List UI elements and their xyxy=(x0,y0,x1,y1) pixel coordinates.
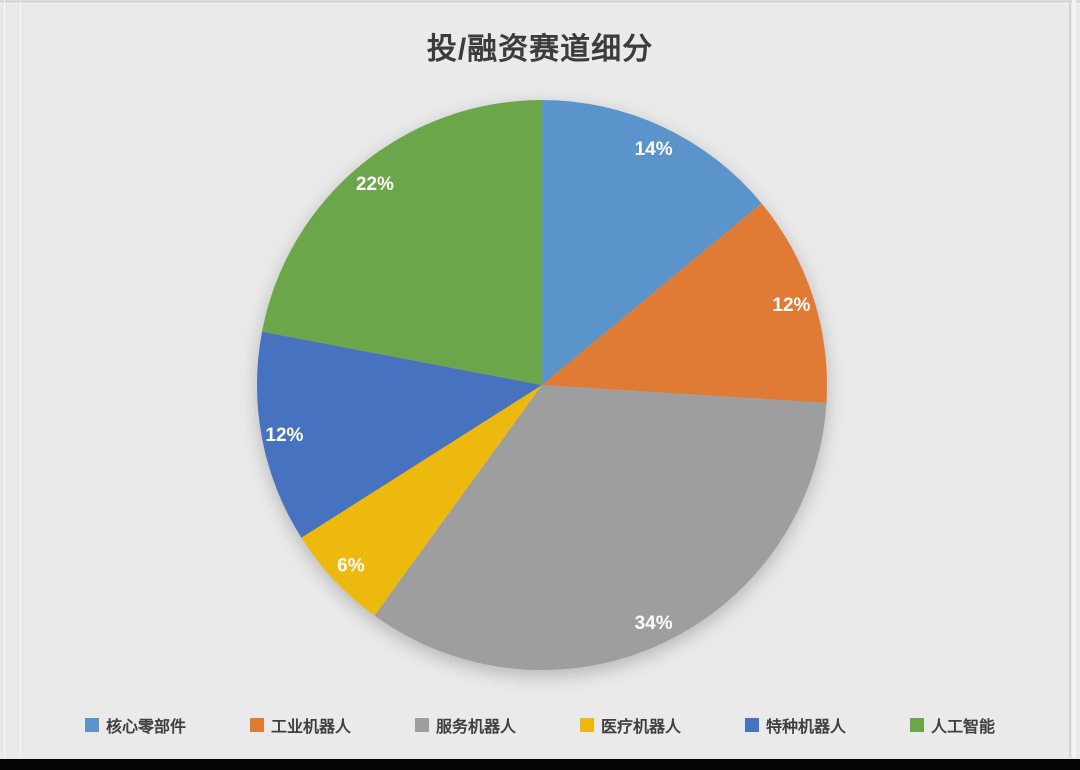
chart-title: 投/融资赛道细分 xyxy=(426,33,654,66)
chart-legend: 核心零部件 工业机器人 服务机器人 医疗机器人 特种机器人 人工智能 xyxy=(0,713,1080,737)
pie-slice-1 xyxy=(542,203,828,403)
pie-slice-5 xyxy=(262,100,542,385)
bottom-black-bar xyxy=(0,759,1080,770)
page-right-edge-2 xyxy=(1072,0,1076,758)
legend-marker-icon xyxy=(910,718,925,732)
legend-marker-icon xyxy=(84,718,99,732)
legend-item-4: 特种机器人 xyxy=(745,713,846,737)
pie-slice-label-3: 6% xyxy=(337,556,365,577)
pie-slice-label-2: 34% xyxy=(635,613,673,634)
legend-item-1: 工业机器人 xyxy=(249,713,351,737)
pie-slice-label-4: 12% xyxy=(265,425,303,446)
legend-item-2: 服务机器人 xyxy=(414,713,516,737)
pie-slice-label-5: 22% xyxy=(356,174,394,195)
legend-item-5: 人工智能 xyxy=(910,713,995,737)
pie-slice-label-0: 14% xyxy=(635,139,673,160)
legend-item-3: 医疗机器人 xyxy=(580,713,681,737)
pie-slice-2 xyxy=(374,385,827,671)
legend-label: 人工智能 xyxy=(931,719,996,736)
legend-label: 服务机器人 xyxy=(435,719,516,736)
legend-label: 工业机器人 xyxy=(270,719,351,736)
legend-label: 特种机器人 xyxy=(766,719,847,736)
page-left-edge xyxy=(4,0,5,758)
pie-slice-3 xyxy=(301,385,542,616)
legend-marker-icon xyxy=(414,718,429,732)
legend-label: 核心零部件 xyxy=(105,719,186,736)
legend-marker-icon xyxy=(745,718,760,732)
pie-slice-label-1: 12% xyxy=(772,295,810,316)
legend-marker-icon xyxy=(580,718,594,732)
page-top-edge xyxy=(0,0,1080,4)
legend-marker-icon xyxy=(249,718,264,732)
pie-slice-4 xyxy=(257,331,542,538)
page-left-edge-2 xyxy=(20,0,21,758)
legend-item-0: 核心零部件 xyxy=(84,713,186,737)
page-right-edge xyxy=(1069,0,1071,758)
pie-slice-0 xyxy=(542,100,762,385)
legend-label: 医疗机器人 xyxy=(601,719,682,736)
